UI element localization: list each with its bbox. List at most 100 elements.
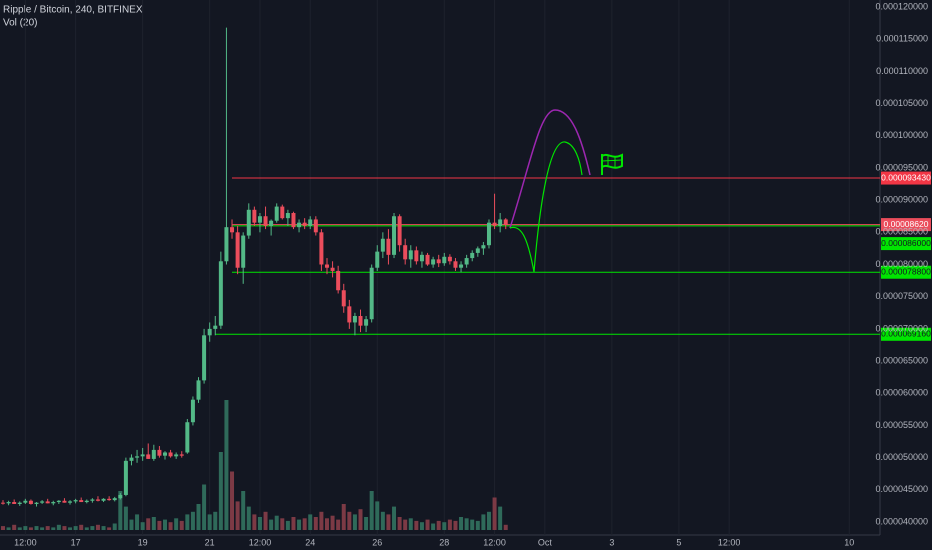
volume-bar xyxy=(447,519,452,530)
candle-body xyxy=(403,245,408,260)
x-tick-label: 17 xyxy=(71,537,81,547)
price-tag xyxy=(881,327,931,341)
candle-body xyxy=(12,502,17,504)
price-tag-label: 0.000093430 xyxy=(881,172,931,182)
volume-bar xyxy=(90,526,95,530)
x-tick-label: 10 xyxy=(844,537,854,547)
volume-bar xyxy=(241,491,246,530)
candle-body xyxy=(40,501,45,503)
candle-body xyxy=(425,254,430,265)
volume-bar xyxy=(414,520,419,530)
volume-bar xyxy=(475,520,480,530)
price-tag-label: 0.000078800 xyxy=(881,266,931,276)
volume-bar xyxy=(95,524,100,530)
volume-bar xyxy=(34,526,39,530)
volume-bar xyxy=(246,506,251,530)
candle-body xyxy=(6,502,11,504)
volume-bar xyxy=(313,517,318,530)
volume-bar xyxy=(347,511,352,530)
candle-body xyxy=(230,227,235,233)
price-tag-label: 0.000069160 xyxy=(881,329,931,339)
candle-body xyxy=(492,222,497,226)
candle-body xyxy=(23,500,28,503)
candle-body xyxy=(45,501,50,504)
volume-bar xyxy=(358,509,363,530)
volume-bar xyxy=(481,514,486,530)
volume-bar xyxy=(40,527,45,530)
candle-body xyxy=(62,500,67,503)
volume-bar xyxy=(503,524,508,530)
x-tick-label: 12:00 xyxy=(483,537,506,547)
candle-body xyxy=(129,457,134,461)
candle-body xyxy=(408,250,413,260)
candle-body xyxy=(486,222,491,246)
volume-bar xyxy=(453,520,458,530)
volume-bar xyxy=(84,527,89,530)
volume-bar xyxy=(470,519,475,530)
candles xyxy=(1,27,508,507)
candle-body xyxy=(336,270,341,291)
candle-body xyxy=(313,219,318,233)
candle-body xyxy=(218,261,223,326)
candle-body xyxy=(347,306,352,323)
x-tick-label: 12:00 xyxy=(14,537,37,547)
y-tick-label: 0.000105000 xyxy=(875,98,928,108)
volume-bar xyxy=(218,452,223,530)
volume-bar xyxy=(56,524,61,530)
candle-body xyxy=(207,328,212,336)
x-tick-label: Oct xyxy=(538,537,553,547)
volume-label: Vol (20) xyxy=(3,18,37,29)
volume-bar xyxy=(51,527,56,530)
candle-body xyxy=(179,454,184,456)
x-tick-label: 28 xyxy=(439,537,449,547)
candle-body xyxy=(386,238,391,255)
volume-bar xyxy=(224,400,229,530)
candle-body xyxy=(308,219,313,226)
volume-bar xyxy=(179,520,184,530)
volume-bar xyxy=(498,506,503,530)
candle-body xyxy=(146,454,151,459)
candle-body xyxy=(168,452,173,457)
volume-bar xyxy=(269,519,274,530)
candle-body xyxy=(157,449,162,456)
volume-bar xyxy=(185,514,190,530)
price-tag xyxy=(881,171,931,185)
volume-bar xyxy=(403,519,408,530)
volume-bar xyxy=(380,511,385,530)
candle-body xyxy=(419,254,424,262)
volume-bar xyxy=(352,514,357,530)
candle-body xyxy=(68,501,73,503)
x-tick-label: 19 xyxy=(138,537,148,547)
candle-body xyxy=(51,502,56,504)
x-tick-label: 3 xyxy=(609,537,614,547)
volume-bar xyxy=(196,504,201,530)
volume-bar xyxy=(123,506,128,530)
price-lines xyxy=(215,177,880,335)
candle-body xyxy=(280,206,285,219)
volume-bar xyxy=(45,526,50,530)
candle-body xyxy=(470,252,475,259)
volume-bar xyxy=(157,520,162,530)
candle-body xyxy=(459,264,464,268)
candle-body xyxy=(257,216,262,223)
candle-body xyxy=(481,245,486,249)
volume-bar xyxy=(62,526,67,530)
price-tags: 0.000093430 0.00008620 0.000086000 0.000078… xyxy=(881,171,931,341)
x-tick-label: 12:00 xyxy=(718,537,741,547)
volume-bar xyxy=(386,514,391,530)
y-tick-label: 0.000040000 xyxy=(875,516,928,526)
volume-bar xyxy=(213,511,218,530)
volume-bar xyxy=(162,519,167,530)
candle-body xyxy=(224,227,229,262)
candle-body xyxy=(34,502,39,504)
volume-bar xyxy=(230,471,235,530)
y-tick-label: 0.000070000 xyxy=(875,323,928,333)
volume-bar xyxy=(486,511,491,530)
volume-bar xyxy=(274,515,279,530)
volume-bar xyxy=(68,527,73,530)
candle-body xyxy=(285,213,290,219)
y-tick-label: 0.000115000 xyxy=(876,34,928,44)
volume-bar xyxy=(257,517,262,530)
candle-body xyxy=(297,222,302,228)
grid xyxy=(24,0,850,535)
